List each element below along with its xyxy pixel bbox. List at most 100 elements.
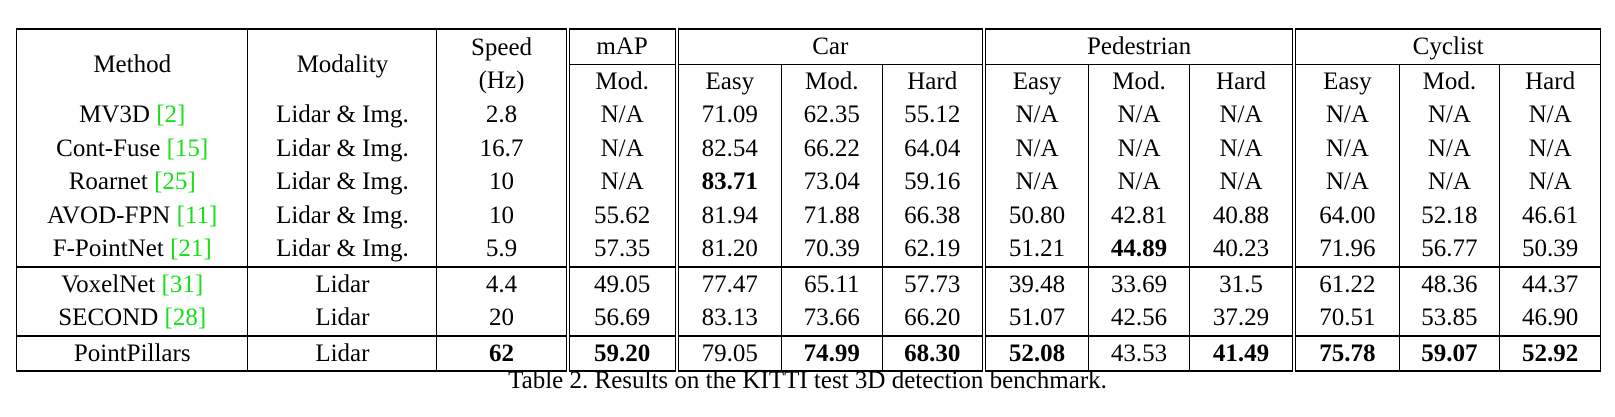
cell-car-easy: 82.54: [674, 131, 782, 165]
cell-speed: 20: [436, 301, 568, 336]
cell-cyc-hard: 44.37: [1499, 265, 1601, 301]
citation-link[interactable]: [25]: [154, 168, 196, 196]
method-name: Roarnet: [68, 168, 148, 196]
header-group-cyclist: Cyclist: [1292, 29, 1601, 64]
header-cyc-hard: Hard: [1499, 63, 1601, 98]
cell-car-mod: 70.39: [780, 232, 883, 267]
cell-cyc-easy: N/A: [1292, 131, 1400, 165]
citation-link[interactable]: [2]: [156, 101, 186, 129]
cell-cyc-mod: N/A: [1398, 165, 1500, 199]
table-row: AVOD-FPN [11] Lidar & Img. 10 55.62 81.94 71.…: [17, 198, 1601, 233]
cell-ped-mod: 43.53: [1088, 334, 1190, 371]
cell-speed: 16.7: [436, 131, 568, 165]
cell-car-hard: 59.16: [881, 165, 984, 199]
citation-link[interactable]: [15]: [166, 134, 209, 162]
cell-car-hard: 66.20: [881, 301, 984, 336]
header-ped-easy: Easy: [981, 63, 1089, 98]
cell-car-mod: 74.99: [780, 334, 883, 371]
header-ped-hard: Hard: [1188, 63, 1295, 98]
cell-cyc-easy: N/A: [1292, 98, 1400, 132]
header-speed-line1: Speed: [470, 34, 533, 61]
header-cyc-easy: Easy: [1292, 63, 1400, 98]
header-ped-mod: Mod.: [1088, 63, 1190, 98]
cell-ped-easy: 51.21: [981, 232, 1089, 267]
citation-link[interactable]: [11]: [176, 201, 218, 229]
cell-car-mod: 66.22: [780, 131, 883, 165]
header-car-easy: Easy: [674, 63, 782, 98]
cell-ped-easy: N/A: [981, 98, 1089, 132]
cell-speed: 10: [436, 198, 568, 232]
cell-ped-hard: 37.29: [1188, 301, 1295, 336]
citation-link[interactable]: [31]: [161, 270, 204, 298]
table-row: MV3D [2] Lidar & Img. 2.8 N/A 71.09 62.35 55.1…: [17, 98, 1601, 132]
header-speed-line2: (Hz): [478, 67, 525, 94]
cell-cyc-easy: N/A: [1292, 165, 1400, 199]
cell-speed: 62: [436, 334, 568, 371]
cell-cyc-easy: 70.51: [1292, 301, 1400, 336]
cell-cyc-easy: 61.22: [1292, 265, 1400, 301]
table-row: F-PointNet [21] Lidar & Img. 5.9 57.35 81.20…: [17, 232, 1601, 267]
cell-map: 57.35: [565, 232, 677, 267]
cell-modality: Lidar & Img.: [247, 165, 437, 199]
header-car-mod: Mod.: [780, 63, 883, 98]
cell-car-easy: 79.05: [674, 334, 782, 371]
cell-ped-easy: 39.48: [981, 265, 1089, 301]
cell-cyc-hard: 50.39: [1499, 232, 1601, 267]
cell-ped-easy: 50.80: [981, 198, 1089, 232]
header-map-mod: Mod.: [565, 63, 677, 98]
cell-car-easy: 81.20: [674, 232, 782, 267]
cell-cyc-easy: 71.96: [1292, 232, 1400, 267]
cell-cyc-mod: 48.36: [1398, 265, 1500, 301]
cell-modality: Lidar: [247, 265, 437, 301]
cell-method: SECOND [28]: [17, 301, 248, 336]
cell-speed: 5.9: [436, 232, 568, 267]
citation-link[interactable]: [21]: [170, 235, 212, 263]
cell-ped-hard: 40.88: [1188, 198, 1295, 232]
citation-link[interactable]: [28]: [164, 304, 207, 332]
cell-ped-hard: 40.23: [1188, 232, 1295, 267]
cell-modality: Lidar & Img.: [247, 98, 437, 132]
cell-car-easy: 81.94: [674, 198, 782, 232]
cell-speed: 2.8: [436, 98, 568, 132]
method-name: VoxelNet: [61, 270, 156, 298]
cell-car-mod: 73.66: [780, 301, 883, 336]
cell-car-hard: 55.12: [881, 98, 984, 132]
cell-ped-mod: N/A: [1088, 131, 1190, 165]
method-name: PointPillars: [73, 339, 191, 367]
header-modality: Modality: [247, 29, 437, 98]
cell-cyc-hard: 46.61: [1499, 198, 1601, 232]
method-name: SECOND: [58, 304, 159, 332]
cell-cyc-easy: 64.00: [1292, 198, 1400, 232]
cell-map: 56.69: [565, 301, 677, 336]
cell-method: F-PointNet [21]: [17, 232, 248, 267]
cell-method: Roarnet [25]: [17, 165, 248, 199]
cell-cyc-hard: 46.90: [1499, 301, 1601, 336]
cell-car-easy: 77.47: [674, 265, 782, 301]
cell-ped-hard: 31.5: [1188, 265, 1295, 301]
cell-cyc-mod: 52.18: [1398, 198, 1500, 232]
cell-car-hard: 66.38: [881, 198, 984, 232]
cell-car-hard: 68.30: [881, 334, 984, 371]
cell-ped-hard: N/A: [1188, 165, 1295, 199]
cell-method: MV3D [2]: [17, 98, 248, 132]
cell-cyc-mod: 56.77: [1398, 232, 1500, 267]
cell-cyc-hard: N/A: [1499, 98, 1601, 132]
header-speed: Speed (Hz): [436, 29, 568, 98]
cell-method: VoxelNet [31]: [16, 265, 248, 301]
cell-ped-easy: 51.07: [981, 301, 1089, 336]
cell-method: AVOD-FPN [11]: [17, 199, 248, 233]
cell-map: N/A: [565, 131, 677, 165]
cell-ped-easy: N/A: [981, 131, 1089, 165]
header-group-car: Car: [674, 29, 984, 64]
cell-car-easy: 83.13: [674, 301, 782, 336]
table-header: Method Modality Speed (Hz) mAP Car Pedes…: [17, 29, 1601, 98]
cell-cyc-mod: N/A: [1398, 131, 1500, 165]
header-group-pedestrian: Pedestrian: [981, 29, 1295, 64]
cell-car-mod: 62.35: [780, 98, 883, 132]
cell-method: Cont-Fuse [15]: [17, 132, 248, 166]
cell-cyc-hard: N/A: [1499, 165, 1601, 199]
cell-car-hard: 57.73: [881, 265, 984, 301]
cell-ped-hard: N/A: [1188, 98, 1295, 132]
header-method: Method: [93, 50, 172, 78]
cell-ped-mod: 42.81: [1088, 198, 1190, 232]
